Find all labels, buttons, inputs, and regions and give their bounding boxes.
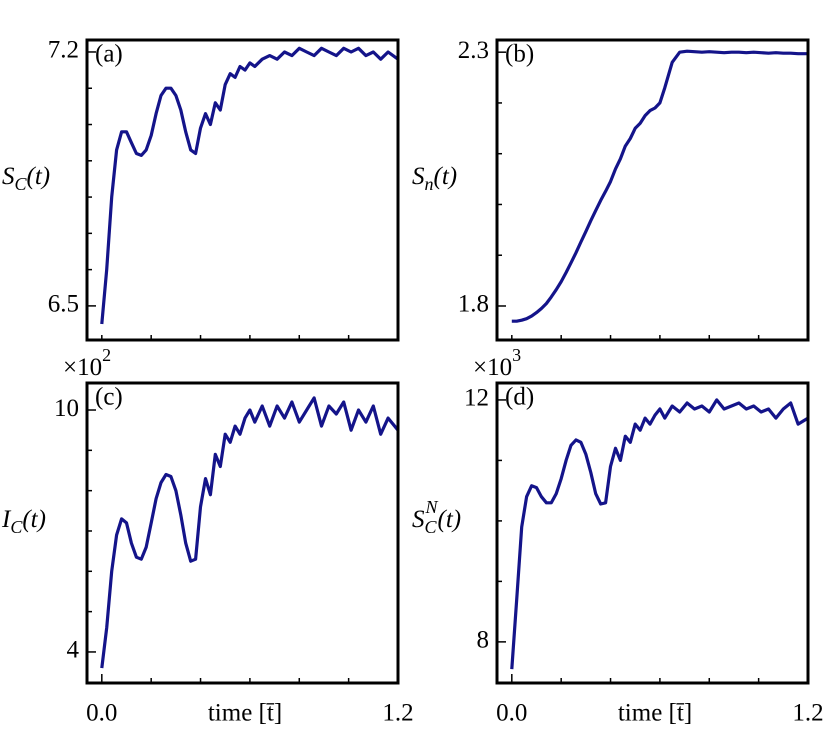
- panel: 2.3 1.8 (b) Sn(t): [412, 37, 810, 342]
- data-line: [100, 396, 400, 669]
- x-tick-label: 1.2: [792, 700, 823, 727]
- x-tick-label: 0.0: [86, 700, 117, 727]
- y-tick-label: 8: [477, 627, 490, 654]
- label-part: (t): [434, 163, 458, 190]
- x-tick-label: 1.2: [382, 700, 413, 727]
- y-axis-label: Sn(t): [412, 163, 457, 194]
- offset-text: ×103: [473, 345, 521, 381]
- label-part: 2: [102, 345, 111, 365]
- y-tick-label: 6.5: [48, 291, 79, 318]
- offset-text: ×102: [63, 345, 111, 381]
- panel: 10 4 0.0 1.2 (c) IC(t) ×102 time [t̄]: [1, 345, 414, 727]
- x-tick-label: 0.0: [496, 700, 527, 727]
- y-tick-label: 7.2: [48, 37, 79, 64]
- label-part: C: [425, 517, 438, 537]
- label-part: ×10: [473, 354, 512, 381]
- label-part: (t): [438, 506, 462, 533]
- panel-label: (c): [95, 384, 123, 411]
- data-line: [510, 398, 809, 670]
- label-part: ×10: [63, 354, 102, 381]
- axes-frame: [85, 38, 400, 342]
- panel: 7.2 6.5 (a) SC(t): [2, 37, 400, 342]
- label-part: S: [2, 163, 15, 190]
- y-tick-label: 4: [67, 637, 80, 664]
- label-part: S: [412, 506, 425, 533]
- label-part: N: [425, 497, 439, 517]
- axes-frame: [85, 381, 400, 685]
- label-part: S: [412, 163, 425, 190]
- label-part: (t): [27, 163, 51, 190]
- y-tick-label: 10: [54, 395, 79, 422]
- y-axis-label: SC(t): [2, 163, 50, 194]
- y-tick-label: 12: [464, 385, 489, 412]
- y-tick-label: 1.8: [458, 291, 489, 318]
- label-part: n: [425, 174, 434, 194]
- label-part: C: [10, 517, 23, 537]
- y-tick-label: 2.3: [458, 37, 489, 64]
- label-part: 3: [512, 345, 521, 365]
- label-part: I: [1, 506, 12, 533]
- label-part: (t): [22, 506, 46, 533]
- axes-frame: [495, 38, 810, 342]
- panel-label: (d): [505, 384, 534, 411]
- y-axis-label: SCN(t): [412, 497, 461, 537]
- x-axis-label: time [t̄]: [618, 700, 692, 727]
- panel: 12 8 0.0 1.2 (d) SCN(t) ×103 time [t̄]: [412, 345, 824, 727]
- label-part: C: [15, 174, 28, 194]
- x-axis-label: time [t̄]: [208, 700, 282, 727]
- y-axis-label: IC(t): [1, 506, 46, 537]
- data-line: [511, 49, 808, 323]
- axes-frame: [495, 381, 810, 685]
- panel-label: (b): [505, 41, 534, 68]
- data-line: [100, 46, 399, 325]
- panel-label: (a): [95, 41, 123, 68]
